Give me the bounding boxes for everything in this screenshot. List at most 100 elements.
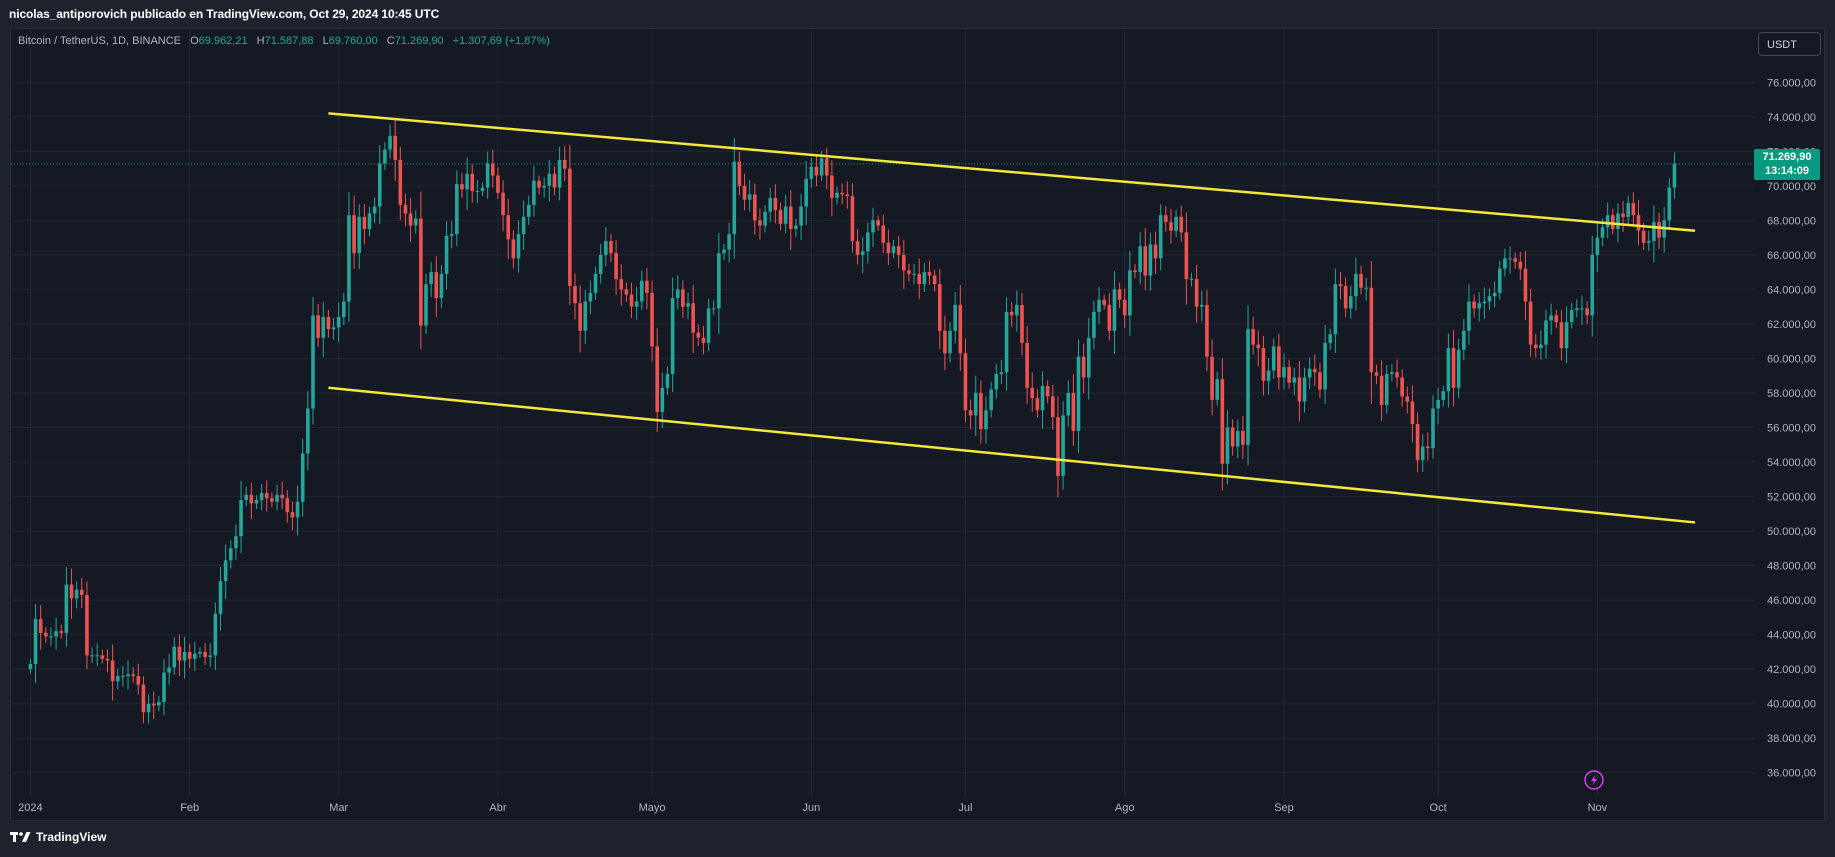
candle-body: [1051, 396, 1055, 418]
candle: [1061, 401, 1065, 490]
price-axis[interactable]: 36.000,00 38.000,00 40.000,00 42.000,00 44.0…: [1767, 77, 1816, 779]
candle-body: [1035, 398, 1040, 411]
candle-body: [388, 135, 392, 150]
trendlines[interactable]: [328, 112, 1696, 524]
candle: [1467, 284, 1471, 345]
candle: [1318, 362, 1322, 399]
candle: [562, 145, 567, 182]
candle: [860, 237, 865, 274]
candle: [187, 643, 192, 668]
candle-body: [1323, 342, 1327, 390]
candle: [804, 160, 808, 226]
candle: [1282, 353, 1286, 390]
candle-body: [860, 251, 865, 255]
candle-body: [254, 500, 259, 504]
candle-body: [1338, 284, 1343, 286]
candle-body: [285, 498, 290, 513]
candle: [362, 204, 367, 245]
time-tick-label: Abr: [489, 802, 506, 814]
candle-body: [167, 667, 171, 673]
candle: [372, 197, 377, 223]
candle-body: [398, 159, 403, 205]
candle: [1410, 385, 1415, 443]
candle-body: [1657, 222, 1661, 238]
candle: [696, 324, 701, 346]
candle-body: [1626, 203, 1631, 217]
candle: [1580, 295, 1584, 325]
candle-body: [1287, 367, 1291, 383]
candle: [537, 175, 541, 195]
candle-body: [1307, 368, 1312, 378]
candle-body: [1420, 446, 1425, 461]
candle: [439, 264, 444, 308]
currency-button[interactable]: USDT: [1758, 32, 1821, 56]
candle: [121, 666, 125, 687]
candle-body: [953, 304, 957, 331]
candle-body: [1395, 372, 1399, 378]
candle-body: [223, 560, 228, 582]
candle: [511, 230, 516, 269]
candle: [110, 644, 115, 701]
trendline[interactable]: [328, 386, 1696, 524]
candle-body: [1569, 310, 1574, 323]
candle-body: [403, 204, 408, 214]
candle: [660, 372, 665, 429]
candle-body: [521, 216, 526, 235]
candle: [460, 173, 464, 198]
time-tick-label: Jun: [802, 802, 820, 814]
candle: [1533, 334, 1538, 358]
candle-body: [557, 159, 562, 188]
candle: [1138, 232, 1142, 285]
symbol-name[interactable]: Bitcoin / TetherUS, 1D, BINANCE: [18, 35, 182, 47]
lightning-icon[interactable]: [1584, 770, 1604, 790]
candle: [922, 263, 927, 293]
candle: [1287, 359, 1291, 389]
candle: [737, 151, 742, 196]
price-tick-label: 60.000,00: [1767, 353, 1816, 365]
candle-body: [670, 298, 675, 374]
time-axis[interactable]: 2024 Feb Mar Abr Mayo Jun Jul Ago Sep Oct Nov: [18, 802, 1607, 814]
candle-body: [1487, 296, 1492, 302]
candle-body: [958, 304, 963, 354]
candle: [177, 634, 182, 677]
candle: [1595, 221, 1600, 272]
candle: [429, 262, 433, 297]
candle-body: [1621, 213, 1625, 217]
candle: [1102, 294, 1106, 310]
candle-body: [763, 211, 767, 226]
candle-body: [480, 187, 485, 192]
candle: [1004, 297, 1009, 391]
brand[interactable]: TradingView: [10, 830, 106, 844]
candle-body: [639, 280, 644, 302]
candle-body: [1174, 216, 1178, 231]
candle: [403, 193, 408, 227]
candle-body: [1554, 315, 1559, 323]
candle-body: [455, 184, 459, 235]
candle-body: [660, 387, 665, 412]
candle-body: [1595, 237, 1600, 255]
candle: [1025, 326, 1029, 404]
footer-bar: [0, 821, 1835, 857]
candle: [568, 144, 572, 306]
trendline[interactable]: [328, 112, 1696, 232]
candle: [290, 501, 295, 531]
candle-body: [38, 619, 43, 633]
candle: [1497, 260, 1502, 300]
price-tick-label: 58.000,00: [1767, 388, 1816, 400]
candle-body: [131, 674, 135, 677]
candle: [1513, 252, 1517, 269]
candle: [239, 480, 243, 554]
candle-body: [1292, 377, 1297, 383]
candle-body: [90, 655, 94, 657]
candle: [912, 263, 916, 285]
price-tick-label: 70.000,00: [1767, 181, 1816, 193]
high-label: H: [256, 35, 265, 47]
candle-body: [1169, 222, 1173, 231]
candle: [1544, 309, 1548, 359]
candle: [1672, 152, 1677, 199]
candle-body: [665, 373, 670, 388]
candle-body: [321, 317, 326, 338]
candle: [1446, 333, 1451, 408]
candle-body: [830, 175, 834, 198]
